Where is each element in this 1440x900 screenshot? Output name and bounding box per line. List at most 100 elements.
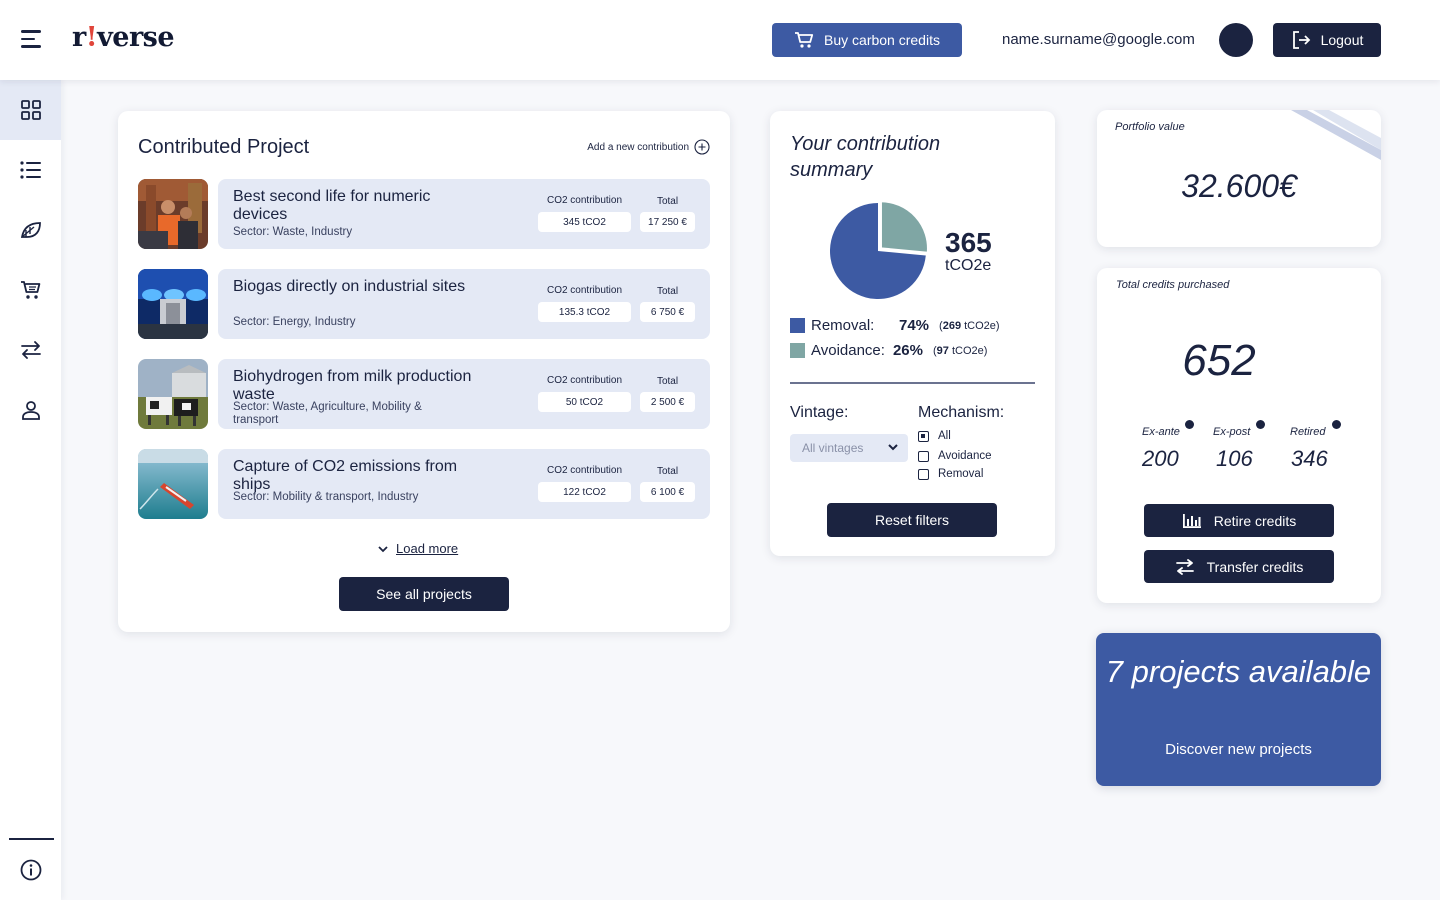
leaf-icon xyxy=(20,222,41,238)
project-row[interactable]: Capture of CO2 emissions from ships Sect… xyxy=(138,449,710,519)
discover-new-projects-link[interactable]: Discover new projects xyxy=(1165,741,1312,758)
ex-post-info-icon[interactable] xyxy=(1256,420,1265,429)
total-label: Total xyxy=(656,376,679,387)
legend-swatch-avoidance xyxy=(790,343,805,358)
cart-icon xyxy=(795,32,814,48)
project-sector: Sector: Waste, Industry xyxy=(233,226,353,238)
checkbox-avoidance[interactable] xyxy=(918,450,929,462)
legend-removal: Removal: 74% (269 tCO2e) xyxy=(790,317,1000,334)
contribution-pie-chart xyxy=(830,201,928,299)
contributed-projects-title: Contributed Project xyxy=(138,136,310,158)
project-row[interactable]: Biogas directly on industrial sites Sect… xyxy=(138,269,710,339)
summary-total-unit: tCO2e xyxy=(945,257,992,274)
ex-ante-label: Ex-ante xyxy=(1142,426,1180,438)
mechanism-checkbox-all[interactable]: All xyxy=(918,430,951,442)
buy-carbon-credits-button[interactable]: Buy carbon credits xyxy=(772,23,962,57)
dashboard-grid-icon xyxy=(20,100,41,120)
ex-ante-info-icon[interactable] xyxy=(1185,420,1194,429)
vintage-select[interactable]: All vintages xyxy=(790,434,908,462)
checkbox-removal[interactable] xyxy=(918,468,929,480)
pie-slice-removal xyxy=(830,203,926,299)
reset-filters-button[interactable]: Reset filters xyxy=(827,503,997,537)
load-more-link[interactable]: Load more xyxy=(378,541,458,556)
checkbox-all[interactable] xyxy=(918,430,929,442)
project-photo-cows xyxy=(138,359,208,429)
total-value: 6 100 € xyxy=(640,482,695,502)
sidebar-item-info[interactable] xyxy=(0,840,61,900)
project-photo-electronics xyxy=(138,179,208,249)
retired-label: Retired xyxy=(1290,426,1326,438)
add-contribution-label: Add a new contribution xyxy=(587,141,689,153)
avatar[interactable] xyxy=(1219,23,1253,57)
portfolio-value-card: Portfolio value 32.600€ xyxy=(1097,110,1381,247)
project-sector: Sector: Mobility & transport, Industry xyxy=(233,491,419,503)
co2-contribution-label: CO2 contribution xyxy=(546,285,623,296)
plus-circle-icon xyxy=(694,139,710,155)
co2-contribution-label: CO2 contribution xyxy=(546,375,623,386)
legend-pct-removal: 74% xyxy=(899,317,930,334)
summary-title: Your contribution summary xyxy=(790,133,941,181)
checkbox-removal-label: Removal xyxy=(938,468,984,480)
project-name: Biohydrogen from milk production waste xyxy=(233,368,472,403)
riverse-logo[interactable]: r!verse xyxy=(72,22,175,53)
portfolio-value-label: Portfolio value xyxy=(1115,121,1185,133)
menu-icon[interactable] xyxy=(21,30,41,48)
contribution-summary-card: Your contribution summary 365 tCO2e Remo… xyxy=(770,111,1055,556)
project-sector: Sector: Energy, Industry xyxy=(233,316,356,328)
co2-contribution-label: CO2 contribution xyxy=(546,195,623,206)
discover-projects-card[interactable]: 7 projects available Discover new projec… xyxy=(1096,633,1381,786)
transfer-credits-button[interactable]: Transfer credits xyxy=(1144,550,1334,583)
sidebar-item-projects[interactable] xyxy=(0,200,61,260)
checkbox-all-label: All xyxy=(938,430,951,442)
mechanism-checkbox-avoidance[interactable]: Avoidance xyxy=(918,450,992,462)
summary-total-value: 365 xyxy=(945,227,992,258)
total-value: 17 250 € xyxy=(640,212,695,232)
ex-post-label: Ex-post xyxy=(1213,426,1251,438)
transfer-arrows-icon xyxy=(20,341,41,359)
sidebar-divider xyxy=(9,838,54,840)
chevron-down-icon xyxy=(888,444,898,451)
project-name: Capture of CO2 emissions from ships xyxy=(233,458,458,493)
checkbox-avoidance-label: Avoidance xyxy=(938,450,992,462)
ex-post-value: 106 xyxy=(1216,446,1253,471)
vintage-select-value: All vintages xyxy=(802,441,864,455)
co2-contribution-value: 50 tCO2 xyxy=(538,392,631,412)
decorative-stripes xyxy=(1291,110,1381,160)
project-info: Capture of CO2 emissions from ships Sect… xyxy=(218,449,710,519)
sidebar xyxy=(0,80,61,900)
logout-icon xyxy=(1292,31,1310,49)
transfer-credits-label: Transfer credits xyxy=(1206,558,1304,575)
see-all-projects-button[interactable]: See all projects xyxy=(339,577,509,611)
sidebar-item-list[interactable] xyxy=(0,140,61,200)
cart-icon xyxy=(20,281,40,299)
project-row[interactable]: Best second life for numeric devices Sec… xyxy=(138,179,710,249)
sidebar-item-profile[interactable] xyxy=(0,380,61,440)
sidebar-item-transfer[interactable] xyxy=(0,320,61,380)
retired-info-icon[interactable] xyxy=(1332,420,1341,429)
retire-credits-label: Retire credits xyxy=(1213,512,1297,529)
add-contribution-link[interactable]: Add a new contribution xyxy=(587,139,710,155)
summary-divider xyxy=(790,382,1035,384)
project-info: Biohydrogen from milk production waste S… xyxy=(218,359,710,429)
project-name: Biogas directly on industrial sites xyxy=(233,278,466,295)
contributed-projects-card: Contributed Project Add a new contributi… xyxy=(118,111,730,632)
logout-label: Logout xyxy=(1320,32,1364,48)
co2-contribution-value: 345 tCO2 xyxy=(538,212,631,232)
sidebar-item-dashboard[interactable] xyxy=(0,80,61,140)
user-icon xyxy=(21,401,40,420)
legend-amount-removal: (269 tCO2e) xyxy=(939,319,1000,332)
logout-button[interactable]: Logout xyxy=(1273,23,1381,57)
ex-ante-value: 200 xyxy=(1142,446,1179,471)
project-row[interactable]: Biohydrogen from milk production waste S… xyxy=(138,359,710,429)
retire-credits-button[interactable]: Retire credits xyxy=(1144,504,1334,537)
buy-carbon-credits-label: Buy carbon credits xyxy=(824,32,940,48)
vintage-label: Vintage: xyxy=(790,404,849,421)
legend-label-removal: Removal: xyxy=(811,317,875,334)
legend-avoidance: Avoidance: 26% (97 tCO2e) xyxy=(790,342,987,359)
total-credits-card: Total credits purchased 652 Ex-ante 200 … xyxy=(1097,268,1381,603)
total-credits-label: Total credits purchased xyxy=(1116,279,1230,291)
mechanism-checkbox-removal[interactable]: Removal xyxy=(918,468,983,480)
project-photo-biogas xyxy=(138,269,208,339)
transfer-arrows-icon xyxy=(1175,558,1194,575)
sidebar-item-cart[interactable] xyxy=(0,260,61,320)
